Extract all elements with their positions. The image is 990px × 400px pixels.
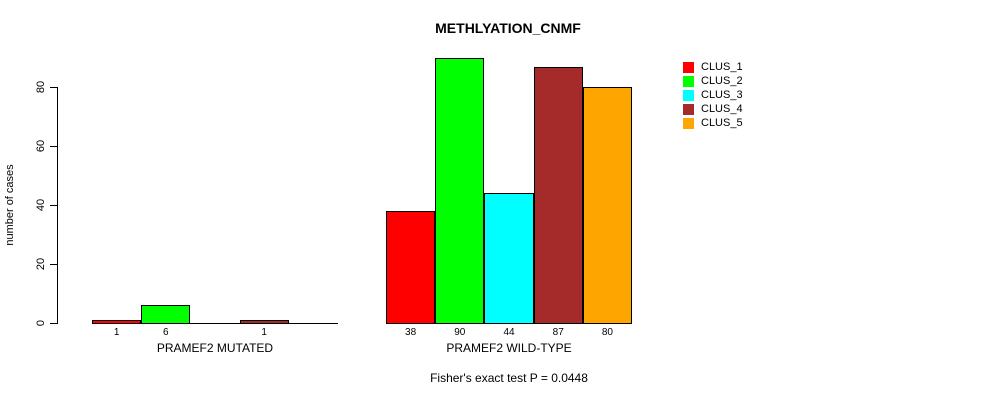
bar-slot-CLUS_3 [484,58,534,323]
bar-value-label-CLUS_2: 90 [454,327,466,338]
bar-slot-CLUS_4 [533,58,583,323]
y-axis-line [57,87,58,324]
group-label-1: PRAMEF2 WILD-TYPE [446,341,572,355]
bar-CLUS_2 [435,58,485,323]
bar-CLUS_2 [141,305,191,323]
bar-CLUS_1 [386,211,436,323]
legend: CLUS_1 CLUS_2 CLUS_3 CLUS_4 CLUS_5 [683,60,743,130]
bar-slot-CLUS_5 [582,58,633,323]
legend-label: CLUS_1 [701,61,743,73]
bar-slot-CLUS_1 [386,58,436,323]
bar-value-label-CLUS_1: 38 [405,327,417,338]
bar-value-label-CLUS_2: 6 [163,327,169,338]
fisher-test-annotation: Fisher's exact test P = 0.0448 [430,371,588,385]
y-tick-label-60: 60 [35,140,47,153]
bar-slot-CLUS_1 [92,58,142,323]
chart-title: METHLYATION_CNMF [435,20,581,36]
legend-item-clus_4: CLUS_4 [683,102,743,116]
bar-CLUS_4 [239,320,289,323]
legend-swatch-icon [683,75,694,87]
bar-slot-CLUS_3 [190,58,239,323]
y-axis-label: number of cases [4,164,16,246]
y-tick-mark-80 [50,87,57,89]
bar-value-label-CLUS_4: 87 [552,327,564,338]
bar-value-label-CLUS_3 [190,327,239,338]
bar-value-label-CLUS_4: 1 [261,327,267,338]
legend-item-clus_2: CLUS_2 [683,74,743,88]
legend-swatch-icon [683,103,694,115]
y-tick-label-20: 20 [35,257,47,271]
y-tick-mark-40 [50,205,57,207]
bar-value-label-CLUS_5: 80 [601,327,613,338]
y-tick-mark-60 [50,146,57,148]
bar-value-label-CLUS_5 [289,327,338,338]
legend-swatch-icon [683,89,694,101]
legend-item-clus_3: CLUS_3 [683,88,743,102]
y-tick-label-80: 80 [35,81,47,94]
bar-group-1 [386,58,633,324]
bar-value-label-CLUS_1: 1 [113,327,120,338]
bar-slot-CLUS_2 [435,58,485,323]
group-label-0: PRAMEF2 MUTATED [156,341,274,355]
bar-value-labels-0: 1 6 1 [92,327,338,338]
legend-item-clus_5: CLUS_5 [683,116,743,130]
legend-label: CLUS_2 [701,75,743,87]
legend-swatch-icon [683,61,694,73]
y-tick-label-0: 0 [35,319,47,327]
y-tick-label-40: 40 [35,199,47,212]
bar-value-labels-1: 38 90 44 87 80 [386,327,632,338]
bar-CLUS_1 [92,320,142,323]
bar-slot-CLUS_5 [289,58,338,323]
legend-label: CLUS_5 [701,117,743,129]
y-tick-mark-20 [50,264,57,266]
bar-CLUS_3 [484,193,534,323]
bar-value-label-CLUS_3: 44 [503,327,515,338]
bar-slot-CLUS_2 [141,58,191,323]
bar-group-0 [92,58,338,324]
legend-item-clus_1: CLUS_1 [683,60,743,74]
legend-label: CLUS_4 [701,103,743,115]
legend-swatch-icon [683,117,694,129]
bar-CLUS_4 [533,67,583,323]
y-tick-mark-0 [50,323,57,324]
bar-slot-CLUS_4 [239,58,289,323]
legend-label: CLUS_3 [701,89,743,101]
bar-CLUS_5 [582,87,633,323]
